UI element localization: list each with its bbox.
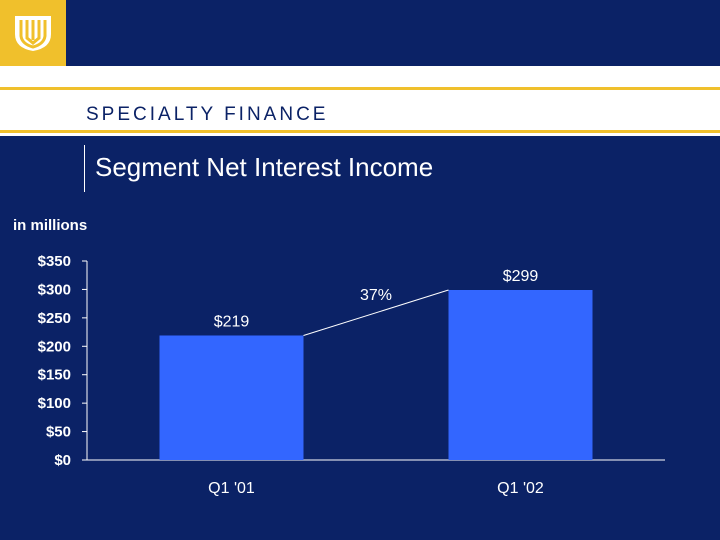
y-tick-label: $250 — [38, 310, 71, 327]
bar — [159, 335, 304, 460]
bar-value-label: $219 — [214, 313, 250, 330]
header-rule-top — [0, 87, 720, 90]
y-tick-label: $150 — [38, 367, 71, 384]
y-tick-label: $0 — [54, 452, 71, 469]
company-logo — [0, 0, 66, 66]
header-rule-bottom — [0, 130, 720, 133]
x-tick-label: Q1 '02 — [497, 480, 544, 497]
y-tick-label: $100 — [38, 395, 71, 412]
y-tick-label: $350 — [38, 253, 71, 270]
x-tick-label: Q1 '01 — [208, 480, 255, 497]
title-divider — [84, 145, 85, 192]
growth-annotation: 37% — [360, 287, 392, 304]
page-title: Segment Net Interest Income — [95, 152, 434, 182]
top-bar — [0, 0, 720, 66]
section-title: SPECIALTY FINANCE — [86, 104, 329, 125]
y-axis-unit-label: in millions — [13, 217, 88, 234]
header-band — [0, 66, 720, 136]
growth-connector-line — [303, 289, 449, 336]
bar — [448, 289, 593, 460]
bar-value-label: $299 — [503, 268, 539, 285]
y-tick-label: $200 — [38, 338, 71, 355]
y-tick-label: $50 — [46, 424, 71, 441]
company-logo-icon — [15, 16, 51, 51]
y-tick-label: $300 — [38, 281, 71, 298]
